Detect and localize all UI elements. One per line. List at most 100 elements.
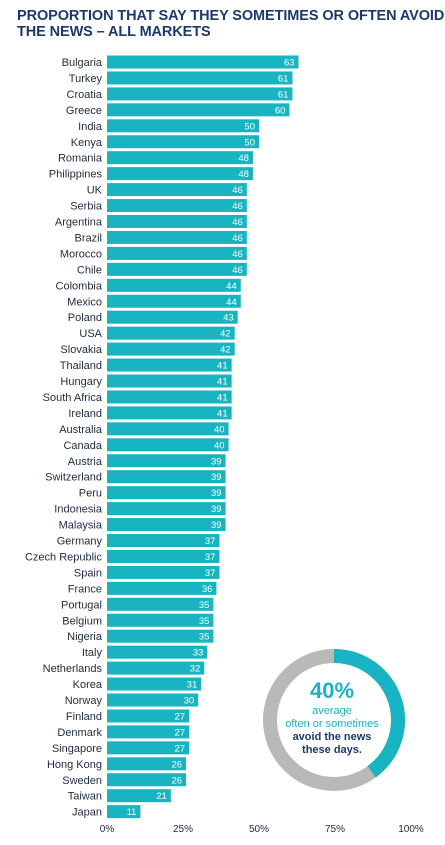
value-label: 11 bbox=[127, 807, 137, 818]
category-label: Hungary bbox=[60, 376, 102, 388]
category-label: UK bbox=[87, 185, 103, 197]
bar-malaysia bbox=[107, 518, 226, 532]
value-label: 39 bbox=[211, 488, 222, 499]
value-label: 27 bbox=[175, 711, 186, 722]
bar-india bbox=[107, 119, 259, 133]
bar-korea bbox=[107, 677, 202, 691]
category-label: Slovakia bbox=[60, 344, 102, 356]
category-label: Malaysia bbox=[59, 520, 103, 532]
value-label: 48 bbox=[238, 169, 249, 180]
value-label: 33 bbox=[193, 648, 204, 659]
bar-colombia bbox=[107, 278, 241, 292]
category-label: Poland bbox=[68, 312, 102, 324]
bar-sweden bbox=[107, 773, 187, 787]
value-label: 46 bbox=[232, 185, 243, 196]
category-label: Nigeria bbox=[67, 631, 103, 643]
x-tick-label: 100% bbox=[398, 824, 424, 835]
value-label: 43 bbox=[223, 313, 234, 324]
category-label: Greece bbox=[66, 105, 102, 117]
bar-singapore bbox=[107, 741, 190, 755]
value-label: 50 bbox=[244, 137, 255, 148]
bar-austria bbox=[107, 454, 226, 468]
bar-japan bbox=[107, 805, 141, 819]
value-label: 46 bbox=[232, 265, 243, 276]
bar-finland bbox=[107, 709, 190, 723]
category-label: Portugal bbox=[61, 599, 102, 611]
value-label: 31 bbox=[187, 680, 198, 691]
bar-spain bbox=[107, 565, 220, 579]
value-label: 32 bbox=[190, 664, 201, 675]
category-label: Belgium bbox=[62, 615, 102, 627]
bar-italy bbox=[107, 645, 208, 659]
bar-usa bbox=[107, 326, 235, 340]
category-label: Philippines bbox=[49, 169, 103, 181]
category-label: Indonesia bbox=[54, 504, 103, 516]
bar-bulgaria bbox=[107, 55, 299, 69]
category-label: South Africa bbox=[43, 392, 103, 404]
category-label: Japan bbox=[72, 807, 102, 819]
bar-france bbox=[107, 581, 217, 595]
value-label: 48 bbox=[238, 153, 249, 164]
category-label: Finland bbox=[66, 711, 102, 723]
value-label: 46 bbox=[232, 201, 243, 212]
category-label: Norway bbox=[65, 695, 103, 707]
bar-hungary bbox=[107, 374, 232, 388]
bar-belgium bbox=[107, 613, 214, 627]
callout-line-days: these days. bbox=[302, 744, 362, 756]
category-label: Morocco bbox=[60, 248, 102, 260]
category-label: Turkey bbox=[69, 73, 103, 85]
x-tick-label: 75% bbox=[325, 824, 345, 835]
value-label: 41 bbox=[217, 361, 228, 372]
category-label: Singapore bbox=[52, 743, 102, 755]
value-label: 46 bbox=[232, 233, 243, 244]
bar-germany bbox=[107, 534, 220, 547]
category-label: Brazil bbox=[74, 232, 102, 244]
category-label: Ireland bbox=[68, 408, 102, 420]
category-label: Argentina bbox=[55, 217, 103, 229]
bar-taiwan bbox=[107, 789, 171, 803]
category-label: Colombia bbox=[56, 280, 103, 292]
bar-turkey bbox=[107, 71, 293, 85]
category-label: Kenya bbox=[71, 137, 103, 149]
value-label: 60 bbox=[275, 105, 286, 116]
bar-slovakia bbox=[107, 342, 235, 356]
callout-line-avoid: avoid the news bbox=[293, 731, 372, 743]
bar-norway bbox=[107, 693, 199, 707]
value-label: 39 bbox=[211, 456, 222, 467]
value-label: 35 bbox=[199, 632, 210, 643]
bar-romania bbox=[107, 151, 253, 165]
chart-title-line-2: THE NEWS – ALL MARKETS bbox=[17, 24, 211, 40]
category-label: Czech Republic bbox=[25, 551, 103, 563]
bar-portugal bbox=[107, 597, 214, 611]
category-label: Austria bbox=[68, 456, 103, 468]
bar-ireland bbox=[107, 406, 232, 420]
bar-brazil bbox=[107, 230, 247, 244]
category-label: Hong Kong bbox=[47, 759, 102, 771]
value-label: 61 bbox=[278, 89, 289, 100]
category-label: Croatia bbox=[67, 89, 103, 101]
value-label: 37 bbox=[205, 536, 216, 547]
value-label: 42 bbox=[220, 345, 231, 356]
bar-indonesia bbox=[107, 502, 226, 516]
bar-philippines bbox=[107, 167, 253, 181]
category-label: USA bbox=[79, 328, 102, 340]
bar-chile bbox=[107, 262, 247, 276]
bar-argentina bbox=[107, 215, 247, 228]
callout-line-often: often or sometimes bbox=[285, 718, 379, 730]
category-label: Mexico bbox=[67, 296, 102, 308]
value-label: 21 bbox=[156, 791, 167, 802]
category-label: Spain bbox=[74, 567, 102, 579]
value-label: 30 bbox=[184, 696, 195, 707]
value-label: 39 bbox=[211, 472, 222, 483]
bar-kenya bbox=[107, 135, 259, 149]
bar-netherlands bbox=[107, 661, 205, 675]
callout-line-average: average bbox=[312, 705, 352, 717]
value-label: 44 bbox=[226, 281, 237, 292]
bar-nigeria bbox=[107, 629, 214, 643]
value-label: 35 bbox=[199, 600, 210, 611]
value-label: 63 bbox=[284, 58, 295, 69]
category-label: India bbox=[78, 121, 103, 133]
value-label: 27 bbox=[175, 727, 186, 738]
bar-canada bbox=[107, 438, 229, 452]
average-callout: 40% average often or sometimes avoid the… bbox=[263, 649, 405, 791]
